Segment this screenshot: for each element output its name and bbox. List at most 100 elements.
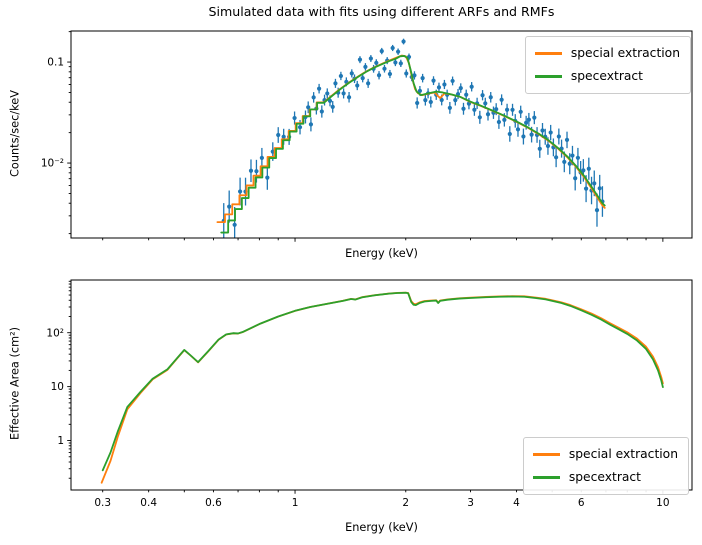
x-tick-label: 2 <box>402 497 409 509</box>
data-point <box>276 132 281 138</box>
data-point <box>398 61 403 66</box>
data-point <box>488 95 493 100</box>
data-point <box>431 78 436 83</box>
data-point <box>575 155 581 160</box>
special-extraction-line-swatch <box>534 52 562 55</box>
data-point <box>259 155 264 160</box>
data-point <box>480 93 485 98</box>
legend-entry-specextract: specextract <box>532 466 678 489</box>
data-point <box>382 66 387 71</box>
data-point <box>341 91 346 96</box>
data-point <box>254 169 259 174</box>
data-point <box>507 131 512 137</box>
data-point <box>393 60 398 65</box>
x-tick-label: 0.3 <box>94 497 111 509</box>
x-tick-label: 10 <box>656 497 669 509</box>
data-point <box>368 56 373 61</box>
legend-label-specextract: specextract <box>570 69 643 83</box>
line-specextract <box>220 55 606 234</box>
data-point <box>537 146 542 151</box>
data-point <box>401 39 406 44</box>
bottom-data-area <box>100 291 664 484</box>
legend-label-special-extraction: special extraction <box>568 447 678 461</box>
data-point <box>483 101 488 106</box>
data-point <box>311 95 316 100</box>
data-point <box>248 168 254 173</box>
data-point <box>428 99 433 105</box>
x-tick-label: 4 <box>513 497 520 509</box>
x-tick-label: 3 <box>467 497 474 509</box>
data-point <box>308 122 314 127</box>
data-point <box>227 204 232 209</box>
data-point <box>485 112 491 117</box>
data-point <box>529 132 534 137</box>
data-point <box>450 78 455 84</box>
figure-title: Simulated data with fits using different… <box>208 4 555 19</box>
data-point <box>404 71 409 76</box>
data-point <box>376 73 382 78</box>
data-point <box>594 207 600 213</box>
data-point <box>366 81 371 86</box>
data-point <box>333 81 338 86</box>
data-point <box>436 85 442 90</box>
legend-label-special-extraction: special extraction <box>570 46 680 60</box>
data-point <box>306 105 311 110</box>
data-point <box>316 86 322 91</box>
y-tick-label: 0.1 <box>47 57 64 69</box>
data-point <box>469 84 474 89</box>
data-point <box>586 166 591 171</box>
data-point <box>355 83 360 88</box>
data-point <box>464 92 469 97</box>
data-point <box>281 134 286 139</box>
data-point <box>453 97 458 103</box>
data-point <box>567 161 572 166</box>
data-point <box>472 107 477 112</box>
data-point <box>363 64 368 69</box>
top-axes-box <box>70 30 693 239</box>
data-point <box>545 143 551 149</box>
data-point <box>232 222 237 227</box>
data-point <box>327 98 333 103</box>
data-point <box>570 153 575 158</box>
top-data-area <box>216 38 606 238</box>
specextract-line-swatch <box>532 476 560 479</box>
data-point <box>360 75 365 81</box>
x-tick-label: 0.6 <box>205 497 222 509</box>
data-point <box>548 130 553 135</box>
data-point <box>297 125 303 130</box>
data-point <box>564 137 570 143</box>
data-point <box>390 45 395 51</box>
data-point <box>417 88 422 94</box>
data-point <box>396 49 401 54</box>
data-point <box>265 175 270 180</box>
legend-entry-specextract: specextract <box>534 65 680 88</box>
data-point <box>524 120 529 125</box>
data-point <box>447 105 452 110</box>
data-point <box>510 107 515 112</box>
top-x-axis-label: Energy (keV) <box>345 247 418 260</box>
data-point <box>502 117 507 122</box>
data-point <box>415 100 420 106</box>
data-point <box>357 57 363 62</box>
data-point <box>387 71 393 77</box>
x-tick-label: 0.4 <box>140 497 157 509</box>
bottom-x-axis-label: Energy (keV) <box>345 521 418 534</box>
data-point <box>477 115 482 120</box>
data-point <box>442 82 447 87</box>
data-point <box>554 155 559 160</box>
data-point <box>597 186 602 191</box>
y-tick-label: 10 <box>51 381 64 393</box>
data-point <box>532 115 537 120</box>
bottom-legend: special extraction specextract <box>522 437 689 495</box>
line-specextract <box>101 291 664 472</box>
legend-entry-special-extraction: special extraction <box>534 42 680 65</box>
data-point <box>423 98 428 103</box>
data-point <box>420 76 425 81</box>
data-point <box>461 106 466 111</box>
data-point <box>349 71 354 76</box>
data-point <box>540 128 545 133</box>
bottom-plot: 10² 10 1 0.3 0.4 0.6 1 2 3 4 6 10 <box>46 279 693 509</box>
data-point <box>330 104 335 109</box>
